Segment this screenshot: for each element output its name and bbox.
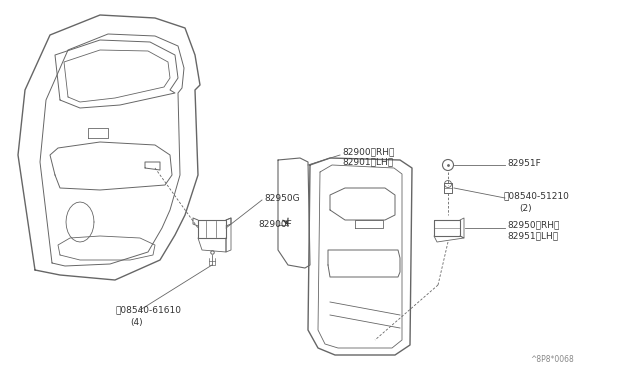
Text: 82950〈RH〉: 82950〈RH〉	[507, 221, 559, 230]
Text: 82950G: 82950G	[264, 193, 300, 202]
Text: Ⓢ08540-61610: Ⓢ08540-61610	[115, 305, 181, 314]
Text: 82900F: 82900F	[258, 219, 292, 228]
Text: ^8P8*0068: ^8P8*0068	[530, 356, 573, 365]
Text: 82900〈RH〉: 82900〈RH〉	[342, 148, 394, 157]
Text: 82951〈LH〉: 82951〈LH〉	[507, 231, 558, 241]
Text: (2): (2)	[519, 203, 532, 212]
Text: 82901〈LH〉: 82901〈LH〉	[342, 157, 393, 167]
Text: (4): (4)	[130, 317, 143, 327]
Text: 82951F: 82951F	[507, 158, 541, 167]
Text: Ⓢ08540-51210: Ⓢ08540-51210	[504, 192, 570, 201]
